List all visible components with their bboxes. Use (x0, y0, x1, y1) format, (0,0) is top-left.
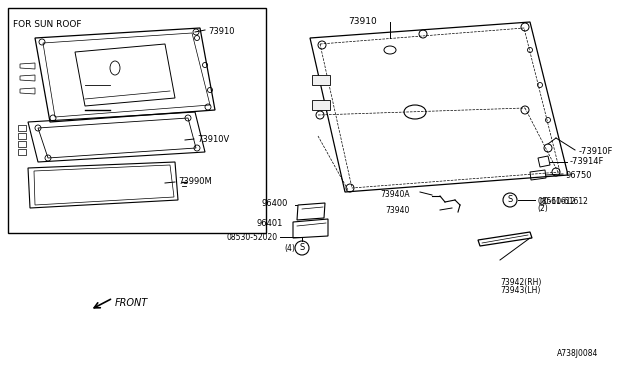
Text: (4): (4) (285, 244, 296, 253)
Polygon shape (312, 75, 330, 85)
Text: 73910V: 73910V (197, 135, 229, 144)
Text: (2): (2) (537, 204, 548, 213)
Text: A738J0084: A738J0084 (557, 349, 598, 358)
Text: -73910F: -73910F (579, 148, 613, 157)
Text: 96400: 96400 (262, 199, 288, 208)
Text: 08510-61612: 08510-61612 (537, 197, 588, 206)
Text: 08530-52020: 08530-52020 (227, 232, 278, 241)
Text: 73940: 73940 (386, 206, 410, 215)
Bar (8, 8, 266, 233)
Text: 96750: 96750 (566, 170, 593, 180)
Text: 73940A: 73940A (380, 190, 410, 199)
Text: S: S (508, 196, 513, 205)
Text: FOR SUN ROOF: FOR SUN ROOF (13, 20, 81, 29)
Text: 96401: 96401 (257, 219, 283, 228)
Text: 73910: 73910 (208, 28, 234, 36)
Text: -73914F: -73914F (570, 157, 604, 167)
Text: 73990M: 73990M (178, 177, 212, 186)
Text: 73942(RH): 73942(RH) (500, 278, 541, 287)
Text: 73943(LH): 73943(LH) (500, 286, 540, 295)
Text: 73910: 73910 (348, 17, 377, 26)
Text: ࡑ0-61612: ࡑ0-61612 (540, 196, 576, 205)
Text: S: S (300, 244, 305, 253)
Polygon shape (312, 100, 330, 110)
Text: FRONT: FRONT (115, 298, 148, 308)
